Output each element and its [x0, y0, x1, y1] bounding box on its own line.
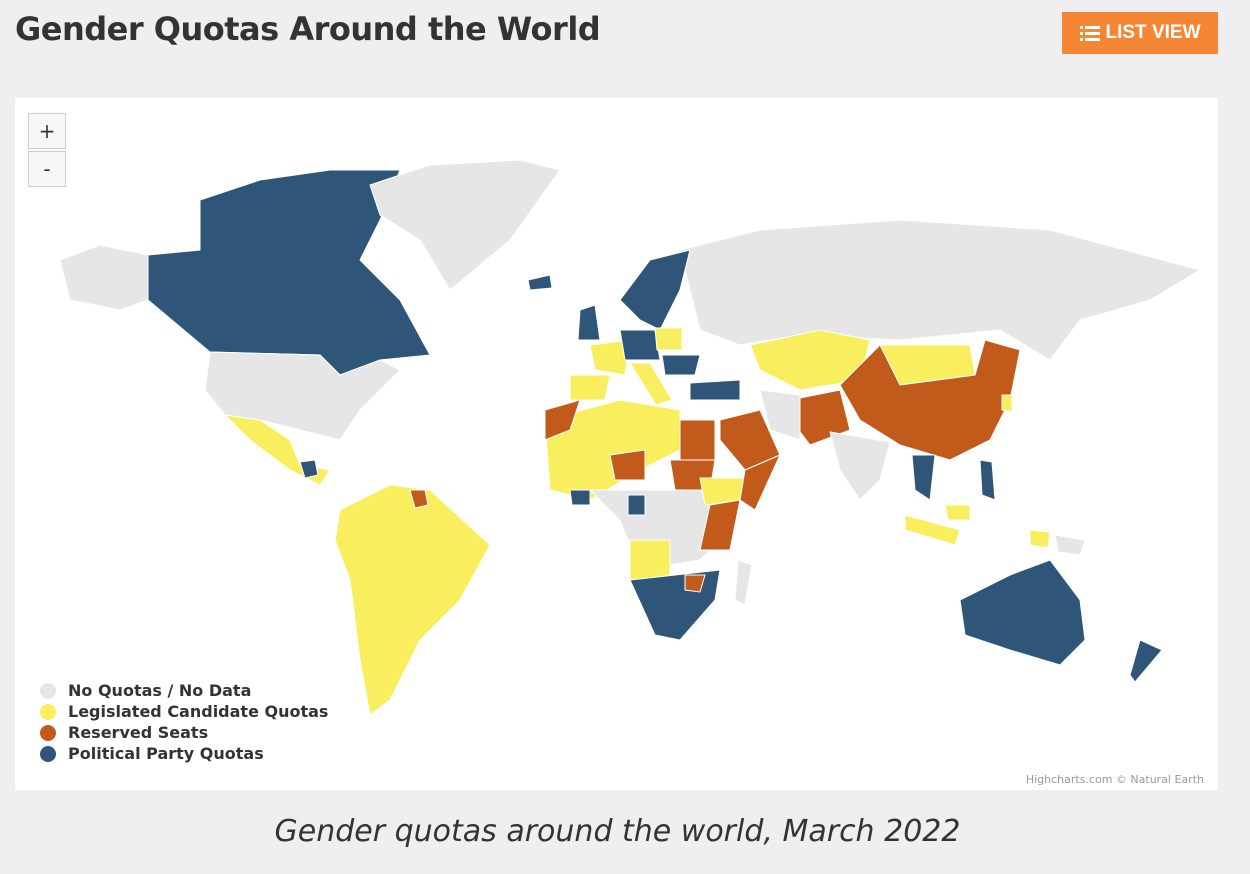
- region: [369, 159, 561, 291]
- region: [588, 489, 731, 571]
- page-title: Gender Quotas Around the World: [15, 10, 601, 48]
- region: [204, 351, 401, 441]
- legend-label: Political Party Quotas: [68, 744, 264, 763]
- legend-label: Reserved Seats: [68, 723, 209, 742]
- region: [577, 304, 601, 341]
- region: [334, 484, 491, 716]
- legend-item[interactable]: Legislated Candidate Quotas: [40, 701, 328, 722]
- region: [739, 454, 781, 511]
- legend-item[interactable]: No Quotas / No Data: [40, 680, 328, 701]
- region: [59, 244, 149, 311]
- region: [839, 339, 1021, 461]
- region: [299, 459, 319, 479]
- region: [619, 329, 661, 361]
- region: [1029, 529, 1051, 549]
- list-view-button[interactable]: LIST VIEW: [1062, 12, 1218, 54]
- region: [627, 494, 646, 516]
- region: [629, 539, 671, 581]
- region: [569, 489, 591, 506]
- region: [569, 374, 611, 401]
- list-icon: [1079, 26, 1100, 41]
- region: [699, 499, 741, 551]
- legend-label: No Quotas / No Data: [68, 681, 252, 700]
- region: [959, 559, 1086, 666]
- region: [689, 379, 741, 401]
- zoom-in[interactable]: +: [28, 113, 66, 149]
- region: [527, 274, 553, 291]
- region: [629, 569, 721, 641]
- region: [654, 327, 683, 351]
- region: [979, 459, 996, 501]
- region: [904, 514, 961, 546]
- region: [679, 419, 716, 461]
- region: [911, 454, 936, 501]
- legend-dot: [40, 745, 56, 762]
- button-label: LIST VIEW: [1105, 22, 1201, 43]
- map-panel: + - No Quotas / No Data Legislated Candid…: [15, 98, 1218, 790]
- legend-item[interactable]: Reserved Seats: [40, 722, 328, 743]
- region: [734, 559, 753, 606]
- region: [944, 504, 971, 521]
- legend-item[interactable]: Political Party Quotas: [40, 743, 328, 764]
- region: [619, 249, 691, 331]
- region: [829, 431, 891, 501]
- legend: No Quotas / No Data Legislated Candidate …: [40, 680, 328, 764]
- region: [661, 354, 701, 376]
- region: [589, 339, 631, 376]
- legend-dot: [40, 682, 56, 699]
- legend-dot: [40, 703, 56, 720]
- region: [1001, 394, 1013, 413]
- region: [609, 449, 646, 481]
- region: [684, 574, 706, 593]
- region: [544, 399, 581, 441]
- caption: Gender quotas around the world, March 20…: [274, 814, 961, 849]
- region: [409, 489, 429, 509]
- region: [679, 219, 1202, 361]
- region: [1129, 639, 1163, 683]
- region: [544, 399, 681, 501]
- credit: Highcharts.com © Natural Earth: [1025, 773, 1204, 786]
- zoom-out[interactable]: -: [28, 151, 66, 187]
- region: [759, 389, 801, 441]
- legend-dot: [40, 724, 56, 741]
- legend-label: Legislated Candidate Quotas: [68, 702, 329, 721]
- region: [1054, 534, 1086, 556]
- world-map: [59, 159, 1202, 716]
- region: [629, 362, 673, 406]
